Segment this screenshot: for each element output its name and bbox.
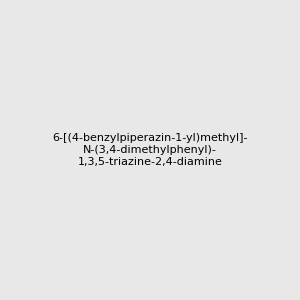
- Text: 6-[(4-benzylpiperazin-1-yl)methyl]-
N-(3,4-dimethylphenyl)-
1,3,5-triazine-2,4-d: 6-[(4-benzylpiperazin-1-yl)methyl]- N-(3…: [52, 134, 248, 166]
